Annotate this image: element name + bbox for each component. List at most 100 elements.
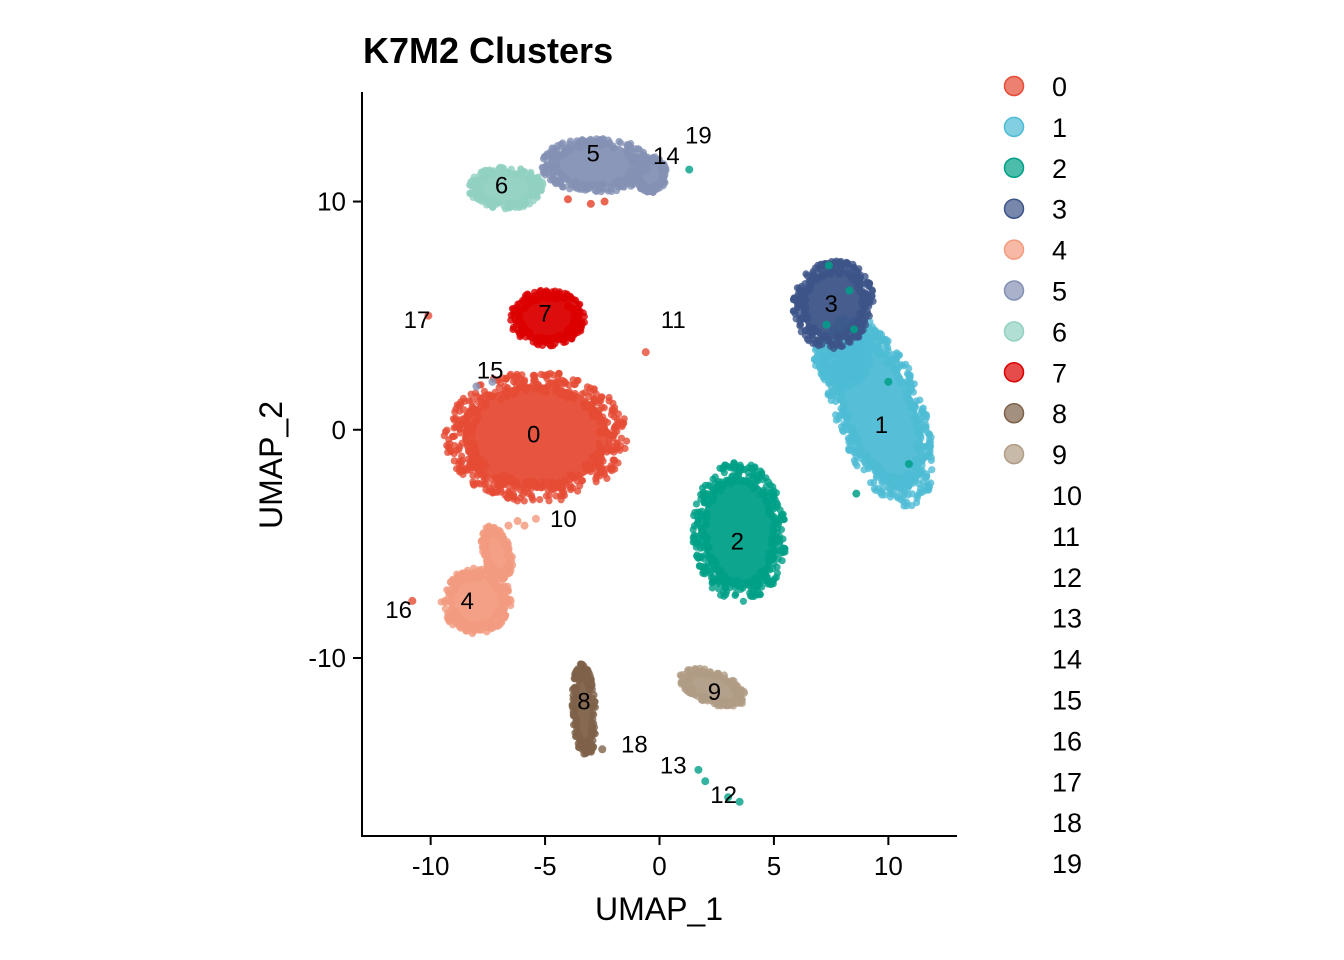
cluster-5-point [604, 136, 612, 144]
cluster-1-point [925, 483, 933, 491]
cluster-4-point [488, 619, 497, 627]
cluster-2-point [708, 584, 716, 592]
cluster-3-point [821, 332, 830, 340]
cluster-5-point [548, 144, 556, 152]
cluster-6-point [525, 176, 533, 184]
cluster-0-point [576, 482, 584, 490]
cluster-2-point [694, 516, 703, 524]
stray-point [845, 286, 854, 295]
cluster-8-point [578, 745, 586, 754]
cluster-2-point [708, 578, 717, 587]
cluster-0-point [558, 484, 566, 492]
cluster-2-point [772, 489, 781, 497]
cluster-0-point [536, 496, 544, 504]
cluster-0-point [574, 471, 583, 479]
cluster-9-point [729, 696, 737, 704]
cluster-0-point [569, 484, 577, 492]
cluster-13-points [694, 765, 710, 786]
legend-marker [1003, 280, 1025, 301]
cluster-5-point [660, 173, 668, 181]
cluster-3-point [802, 270, 810, 278]
cluster-0-point [456, 468, 464, 476]
cluster-2-point [722, 591, 730, 599]
cluster-7-core [517, 295, 578, 341]
cluster-0-point [561, 379, 569, 387]
cluster-5-point [554, 152, 562, 160]
cluster-5-point [566, 140, 574, 148]
cluster-2-point [752, 573, 760, 581]
cluster-label-14: 14 [653, 143, 680, 170]
stray-points [504, 517, 529, 530]
cluster-7-point [523, 290, 532, 298]
cluster-2-point [756, 590, 764, 598]
cluster-2-point [721, 584, 729, 592]
legend-label: 19 [1052, 849, 1082, 879]
cluster-0-point [470, 454, 478, 462]
cluster-9-point [685, 688, 693, 697]
cluster-10-point [531, 514, 540, 523]
cluster-label-2: 2 [731, 529, 744, 556]
cluster-1-point [890, 487, 898, 495]
cluster-1-point [873, 468, 881, 477]
cluster-3-point [814, 261, 822, 269]
legend-label: 17 [1052, 767, 1082, 797]
cluster-1-point [869, 333, 877, 341]
cluster-2-point [735, 576, 743, 584]
cluster-8-point [571, 721, 580, 729]
cluster-10-points [531, 514, 540, 523]
cluster-label-5: 5 [586, 141, 599, 168]
cluster-0-point [476, 480, 484, 488]
cluster-4-point [507, 554, 515, 563]
cluster-2-point [719, 482, 728, 490]
cluster-label-3: 3 [824, 291, 837, 318]
cluster-1-point [874, 484, 882, 492]
cluster-0-point [537, 370, 545, 378]
cluster-7-point [514, 317, 522, 325]
cluster-1-point [881, 336, 890, 344]
cluster-0-point [569, 376, 577, 384]
cluster-6-core [476, 171, 537, 205]
cluster-0-point [457, 398, 465, 406]
cluster-1-point [886, 493, 895, 501]
cluster-4-point [492, 567, 500, 575]
cluster-7-point [543, 288, 551, 296]
cluster-5-point [608, 181, 616, 189]
cluster-1-point [911, 420, 920, 428]
cluster-1-point [912, 455, 920, 463]
cluster-2-point [764, 478, 772, 486]
cluster-1-point [923, 470, 931, 478]
cluster-5-point [576, 143, 584, 151]
cluster-0-point [543, 370, 552, 379]
cluster-0-point [460, 406, 468, 414]
cluster-8-point [590, 691, 598, 699]
legend-marker [1003, 75, 1025, 97]
cluster-0-point [552, 492, 560, 500]
cluster-4-point [441, 605, 449, 613]
cluster-5-point [573, 137, 581, 145]
cluster-6-point [466, 181, 474, 189]
cluster-1-point [913, 440, 921, 448]
cluster-2-point [709, 495, 717, 503]
cluster-4-point [504, 569, 512, 577]
stray-points [760, 261, 913, 500]
cluster-4-point [482, 556, 491, 565]
cluster-0-point [541, 388, 549, 396]
cluster-3-point [838, 342, 847, 350]
cluster-1-point [880, 491, 889, 499]
cluster-2-point [731, 583, 739, 592]
cluster-6-point [534, 185, 542, 193]
cluster-2-point [709, 573, 717, 581]
cluster-2-point [700, 512, 708, 520]
cluster-5-point [597, 142, 605, 150]
cluster-6-point [512, 199, 521, 207]
cluster-1-point [851, 447, 860, 455]
stray-point [904, 460, 913, 468]
cluster-label-19: 19 [685, 122, 712, 149]
cluster-2-point [691, 532, 700, 541]
cluster-6-point [499, 169, 507, 177]
cluster-4-point [453, 617, 461, 625]
stray-point [850, 325, 859, 334]
cluster-1-point [820, 360, 828, 368]
cluster-4-core [448, 574, 505, 628]
